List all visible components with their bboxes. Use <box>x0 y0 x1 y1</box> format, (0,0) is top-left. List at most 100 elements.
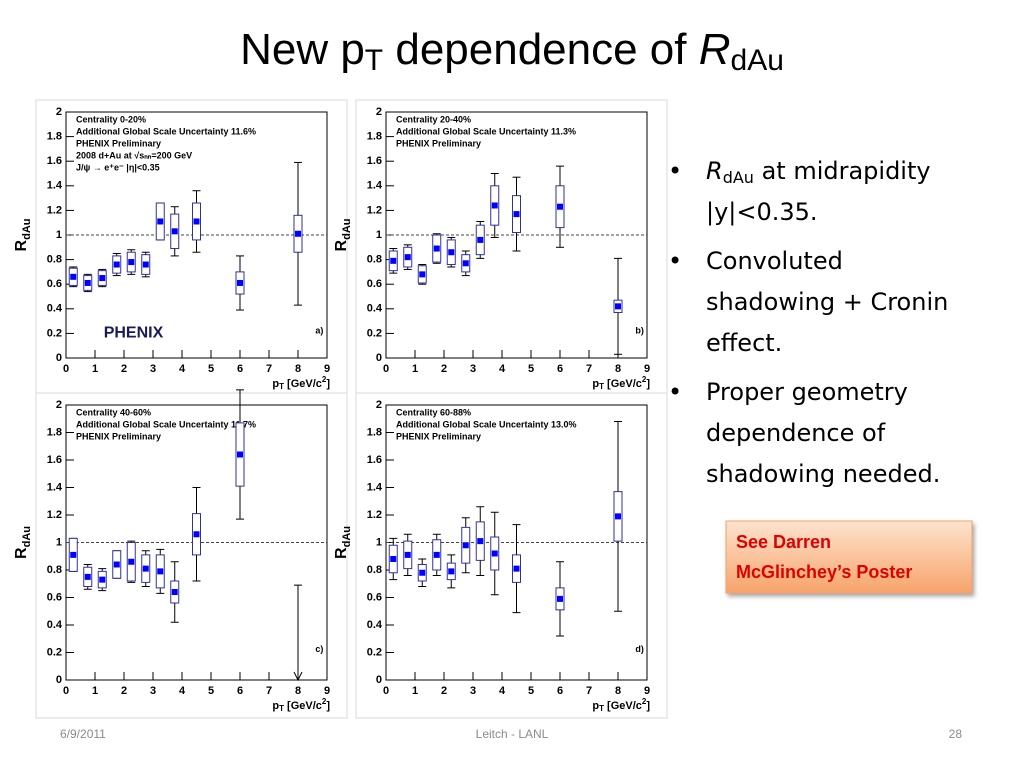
data-point <box>513 565 520 572</box>
x-tick-label: 2 <box>441 685 447 697</box>
data-point <box>462 260 469 267</box>
x-label-end: ] <box>646 378 650 390</box>
logo: PHENIX <box>104 325 164 342</box>
y-tick-label: 0.4 <box>47 303 63 315</box>
bullet-line: Convoluted <box>706 247 843 275</box>
y-label-main: R <box>13 547 30 559</box>
data-point <box>404 254 411 261</box>
x-tick-label: 5 <box>208 363 214 375</box>
x-tick-label: 5 <box>528 363 534 375</box>
data-point <box>419 271 426 278</box>
y-tick-label: 0.4 <box>367 619 383 631</box>
bullet-sub: dAu <box>723 168 754 187</box>
legend-line: Additional Global Scale Uncertainty 13.0… <box>396 419 577 429</box>
panel-label: d) <box>635 644 644 654</box>
x-axis-label: pT [GeV/c2] <box>592 697 650 713</box>
legend-line: PHENIX Preliminary <box>76 431 161 441</box>
bullet-italic: R <box>706 157 723 185</box>
data-point <box>157 218 164 225</box>
x-tick-label: 0 <box>63 685 69 697</box>
panel-label: c) <box>315 644 323 654</box>
data-point <box>142 261 149 268</box>
y-tick-label: 2 <box>56 399 62 411</box>
data-point <box>99 576 106 583</box>
data-point <box>615 513 621 520</box>
data-point <box>128 558 135 565</box>
data-point <box>84 279 91 286</box>
data-point <box>491 202 498 209</box>
data-point <box>142 565 149 572</box>
legend-line: Additional Global Scale Uncertainty 11.6… <box>76 126 256 136</box>
y-axis-label: RdAu <box>13 219 33 252</box>
y-tick-label: 2 <box>376 106 382 118</box>
x-label-rest: [GeV/c <box>284 378 322 390</box>
y-tick-label: 1.6 <box>47 155 62 167</box>
panel-label: b) <box>635 325 644 335</box>
x-tick-label: 8 <box>295 363 301 375</box>
data-point <box>171 228 178 235</box>
x-label-rest: [GeV/c <box>284 700 322 712</box>
y-tick-label: 0.6 <box>47 591 62 603</box>
y-tick-label: 0.4 <box>47 619 63 631</box>
data-point <box>70 551 77 558</box>
x-tick-label: 9 <box>324 363 330 375</box>
x-tick-label: 6 <box>237 363 243 375</box>
panel-label: a) <box>315 325 323 335</box>
y-tick-label: 0 <box>56 352 62 364</box>
callout-line: See Darren <box>736 532 831 552</box>
legend-line: J/ψ → e⁺e⁻ |η|<0.35 <box>76 162 160 172</box>
y-label-sub: dAu <box>341 219 353 240</box>
x-label-main: p <box>592 378 599 390</box>
x-label-rest: [GeV/c <box>604 700 642 712</box>
x-label-main: p <box>272 700 279 712</box>
x-axis-label: pT [GeV/c2] <box>592 375 650 391</box>
bullet-text: Convoluted shadowing + Cronin effect. <box>706 247 948 357</box>
x-tick-label: 3 <box>150 685 156 697</box>
x-label-sub: T <box>279 382 284 391</box>
x-tick-label: 5 <box>528 685 534 697</box>
bullet-line: shadowing needed. <box>706 460 940 488</box>
y-label-main: R <box>333 239 350 251</box>
x-tick-label: 2 <box>441 363 447 375</box>
x-tick-label: 7 <box>266 363 272 375</box>
x-label-sub: T <box>599 382 604 391</box>
x-label-end: ] <box>646 700 650 712</box>
y-tick-label: 1.4 <box>47 180 63 192</box>
data-point <box>491 550 498 557</box>
data-point <box>193 531 200 538</box>
y-tick-label: 1 <box>376 229 382 241</box>
bullet-dot: • <box>668 157 682 185</box>
legend-line: Centrality 20-40% <box>396 114 471 124</box>
y-tick-label: 0.2 <box>47 646 62 658</box>
x-tick-label: 5 <box>208 685 214 697</box>
plot-frame <box>355 392 668 719</box>
y-tick-label: 1.8 <box>47 426 62 438</box>
y-axis-label: RdAu <box>333 219 353 252</box>
bullet-line: dependence of <box>706 419 886 447</box>
y-axis-label: RdAu <box>13 526 33 559</box>
x-label-main: p <box>272 378 279 390</box>
y-tick-label: 1.2 <box>47 509 62 521</box>
data-point <box>193 218 200 225</box>
bullet-line: effect. <box>706 329 782 357</box>
y-tick-label: 1.4 <box>367 180 383 192</box>
plot-frame <box>35 392 348 719</box>
data-point <box>477 236 484 243</box>
y-tick-label: 1 <box>376 536 382 548</box>
bullet-line: shadowing + Cronin <box>706 288 948 316</box>
x-tick-label: 1 <box>412 363 418 375</box>
x-tick-label: 4 <box>499 685 506 697</box>
y-tick-label: 1.6 <box>367 155 382 167</box>
y-tick-label: 1.2 <box>367 204 382 216</box>
data-point <box>433 245 440 252</box>
x-label-end: ] <box>326 378 330 390</box>
y-tick-label: 0 <box>376 674 382 686</box>
x-label-sup: 2 <box>322 375 327 384</box>
legend-line: PHENIX Preliminary <box>396 138 481 148</box>
callout-line: McGlinchey’s Poster <box>736 562 912 582</box>
data-point <box>99 275 106 282</box>
upper-limit-arrow <box>293 671 303 682</box>
y-tick-label: 1.4 <box>367 481 383 493</box>
x-axis-label: pT [GeV/c2] <box>272 697 330 713</box>
x-tick-label: 0 <box>383 363 389 375</box>
